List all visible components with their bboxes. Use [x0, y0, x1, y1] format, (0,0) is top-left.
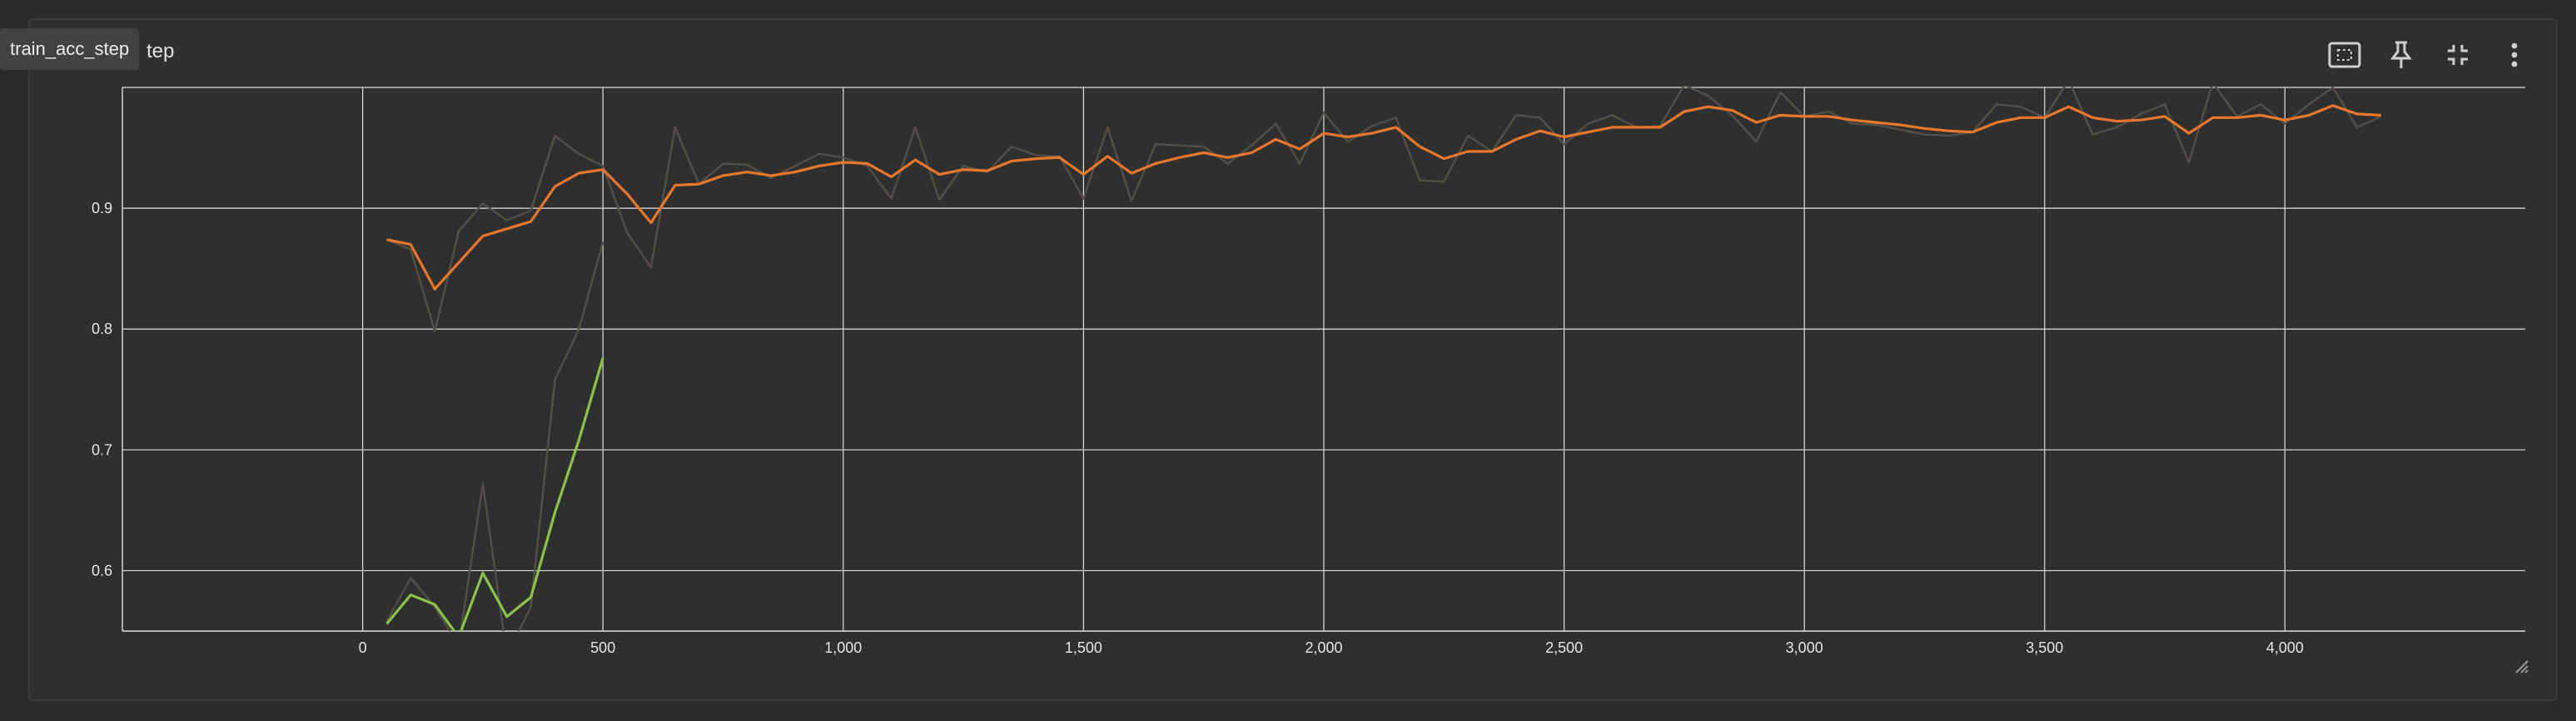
- y-tick-label: 0.8: [92, 321, 112, 337]
- pin-button[interactable]: [2383, 37, 2419, 73]
- resize-handle-icon[interactable]: [2513, 658, 2529, 674]
- green-smoothed-line: [385, 357, 604, 631]
- series-group: [385, 86, 2382, 631]
- x-tick-label: 1,000: [824, 639, 862, 656]
- x-tick-label: 500: [590, 639, 615, 656]
- x-tick-label: 2,500: [1545, 639, 1583, 656]
- y-tick-label: 0.6: [92, 562, 112, 579]
- x-tick-label: 3,500: [2026, 639, 2063, 656]
- pin-icon: [2390, 41, 2412, 68]
- more-options-button[interactable]: [2496, 37, 2533, 73]
- chart-card: [28, 18, 2558, 701]
- more-vert-icon: [2511, 42, 2518, 67]
- collapse-icon: [2448, 45, 2468, 65]
- x-tick-label: 3,000: [1786, 639, 1823, 656]
- y-tick-label: 0.7: [92, 441, 112, 458]
- tooltip-chart-tag: train_acc_step: [0, 28, 140, 70]
- chart-title: tep: [147, 40, 175, 62]
- orange-smoothed-line: [386, 104, 2381, 291]
- x-tick-label: 0: [359, 639, 367, 656]
- x-tick-label: 1,500: [1065, 639, 1102, 656]
- collapse-button[interactable]: [2439, 37, 2476, 73]
- fit-domain-icon: [2328, 42, 2361, 68]
- y-tick-label: 0.9: [92, 200, 112, 216]
- x-tick-label: 4,000: [2266, 639, 2304, 656]
- orange-raw-line: [386, 86, 2382, 333]
- green-raw-line: [385, 241, 604, 631]
- fit-domain-button[interactable]: [2326, 37, 2363, 73]
- x-tick-label: 2,000: [1305, 639, 1342, 656]
